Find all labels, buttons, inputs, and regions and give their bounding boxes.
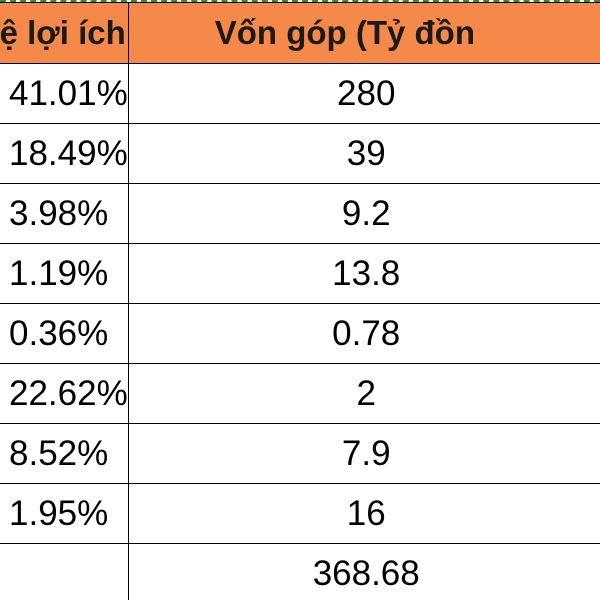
ratio-cell[interactable]: 1.19% (0, 243, 129, 304)
total-capital-cell[interactable]: 368.68 (127, 543, 600, 600)
capital-cell[interactable]: 0.78 (127, 303, 600, 364)
ratio-cell[interactable]: 3.98% (0, 183, 129, 244)
table-row: 8.52% 7.9 (0, 423, 600, 484)
table-row: 0.36% 0.78 (0, 303, 600, 364)
table-row: 3.98% 9.2 (0, 183, 600, 244)
table-row: 1.19% 13.8 (0, 243, 600, 304)
capital-value: 16 (346, 493, 386, 533)
capital-value: 7.9 (341, 433, 391, 473)
total-capital-value: 368.68 (312, 553, 420, 593)
header-benefit-ratio[interactable]: ỷ lệ lợi ích (0, 2, 129, 64)
total-row: 368.68 (0, 543, 600, 600)
table-row: 1.95% 16 (0, 483, 600, 544)
ratio-cell[interactable]: 0.36% (0, 303, 129, 364)
capital-cell[interactable]: 16 (127, 483, 600, 544)
capital-cell[interactable]: 2 (127, 363, 600, 424)
table-row: 22.62% 2 (0, 363, 600, 424)
ratio-cell[interactable]: 1.95% (0, 483, 129, 544)
capital-cell[interactable]: 7.9 (127, 423, 600, 484)
ratio-cell[interactable]: 8.52% (0, 423, 129, 484)
capital-value: 39 (346, 133, 386, 173)
table-row: 18.49% 39 (0, 123, 600, 184)
capital-value: 280 (337, 73, 396, 113)
capital-value: 0.78 (332, 313, 401, 353)
capital-cell[interactable]: 39 (127, 123, 600, 184)
capital-cell[interactable]: 13.8 (127, 243, 600, 304)
capital-value: 13.8 (332, 253, 401, 293)
ratio-cell[interactable]: 22.62% (0, 363, 129, 424)
total-ratio-cell[interactable] (0, 543, 129, 600)
table-row: 41.01% 280 (0, 63, 600, 124)
header-row: ỷ lệ lợi ích Vốn góp (Tỷ đồn (0, 2, 600, 64)
capital-cell[interactable]: 280 (127, 63, 600, 124)
copy-selection-marquee (0, 0, 600, 2)
ratio-cell[interactable]: 41.01% (0, 63, 129, 124)
capital-cell[interactable]: 9.2 (127, 183, 600, 244)
capital-value: 9.2 (341, 193, 391, 233)
capital-value: 2 (356, 373, 376, 413)
header-capital-contribution[interactable]: Vốn góp (Tỷ đồn (127, 2, 600, 64)
ratio-cell[interactable]: 18.49% (0, 123, 129, 184)
